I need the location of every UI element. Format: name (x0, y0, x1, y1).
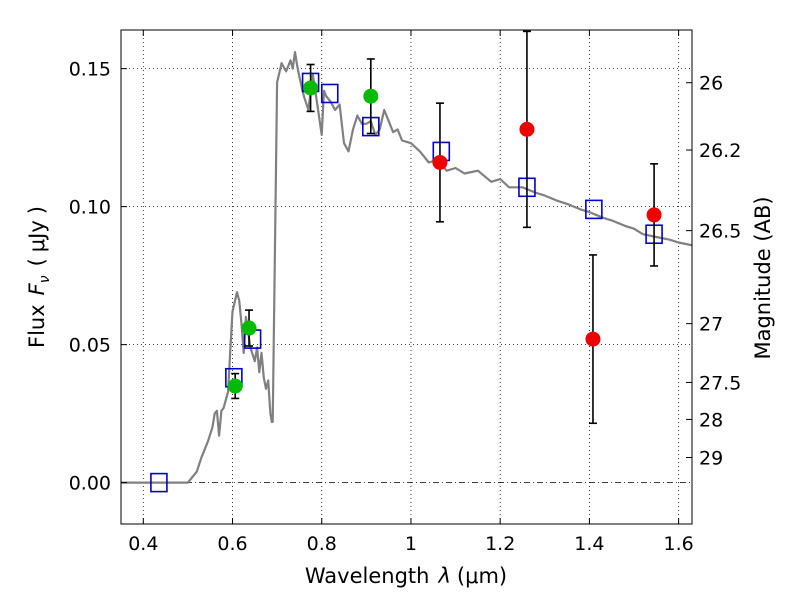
chart-background (0, 0, 800, 600)
x-tick-label: 1.2 (485, 533, 515, 555)
x-tick-label: 1.6 (664, 533, 694, 555)
magnitude-tick-label: 27.5 (699, 372, 741, 394)
optical-photometry-point (303, 80, 318, 95)
magnitude-tick-label: 27 (699, 314, 723, 336)
magnitude-tick-label: 26.2 (699, 140, 741, 162)
x-tick-label: 0.4 (128, 533, 158, 555)
optical-photometry-point (228, 379, 243, 394)
x-tick-label: 1 (405, 533, 417, 555)
y-axis-label-subscript: ν (37, 275, 53, 283)
infrared-photometry-point (585, 332, 600, 347)
x-tick-label: 1.4 (574, 533, 604, 555)
y-axis-label-symbol: F (25, 282, 49, 295)
magnitude-tick-label: 29 (699, 447, 723, 469)
y-tick-label: 0.15 (69, 59, 111, 81)
x-axis-label-text: Wavelength (305, 564, 430, 588)
magnitude-tick-label: 26 (699, 73, 723, 95)
x-axis-label-unit: μm (465, 564, 499, 588)
optical-photometry-point (242, 321, 257, 336)
infrared-photometry-point (647, 207, 662, 222)
sed-chart: 0.4 0.6 0.8 1 1.2 1.4 1.6 0.00 0.05 0.10 0.15 26 2… (0, 0, 800, 600)
y-tick-label: 0.00 (69, 473, 111, 495)
optical-photometry-point (363, 89, 378, 104)
x-axis-label-symbol: λ (437, 564, 450, 588)
infrared-photometry-point (519, 122, 534, 137)
y-axis-label-unit: μJy (25, 220, 49, 252)
infrared-photometry-point (432, 155, 447, 170)
x-axis-label: Wavelength λ (μm) (305, 564, 507, 588)
x-tick-label: 0.8 (307, 533, 337, 555)
y-tick-label: 0.05 (69, 335, 111, 357)
right-axis-label: Magnitude (AB) (751, 196, 775, 359)
magnitude-tick-label: 26.5 (699, 221, 741, 243)
x-tick-label: 0.6 (217, 533, 247, 555)
y-tick-label: 0.10 (69, 197, 111, 219)
y-axis-label-text: Flux (25, 304, 49, 348)
magnitude-tick-label: 28 (699, 409, 723, 431)
